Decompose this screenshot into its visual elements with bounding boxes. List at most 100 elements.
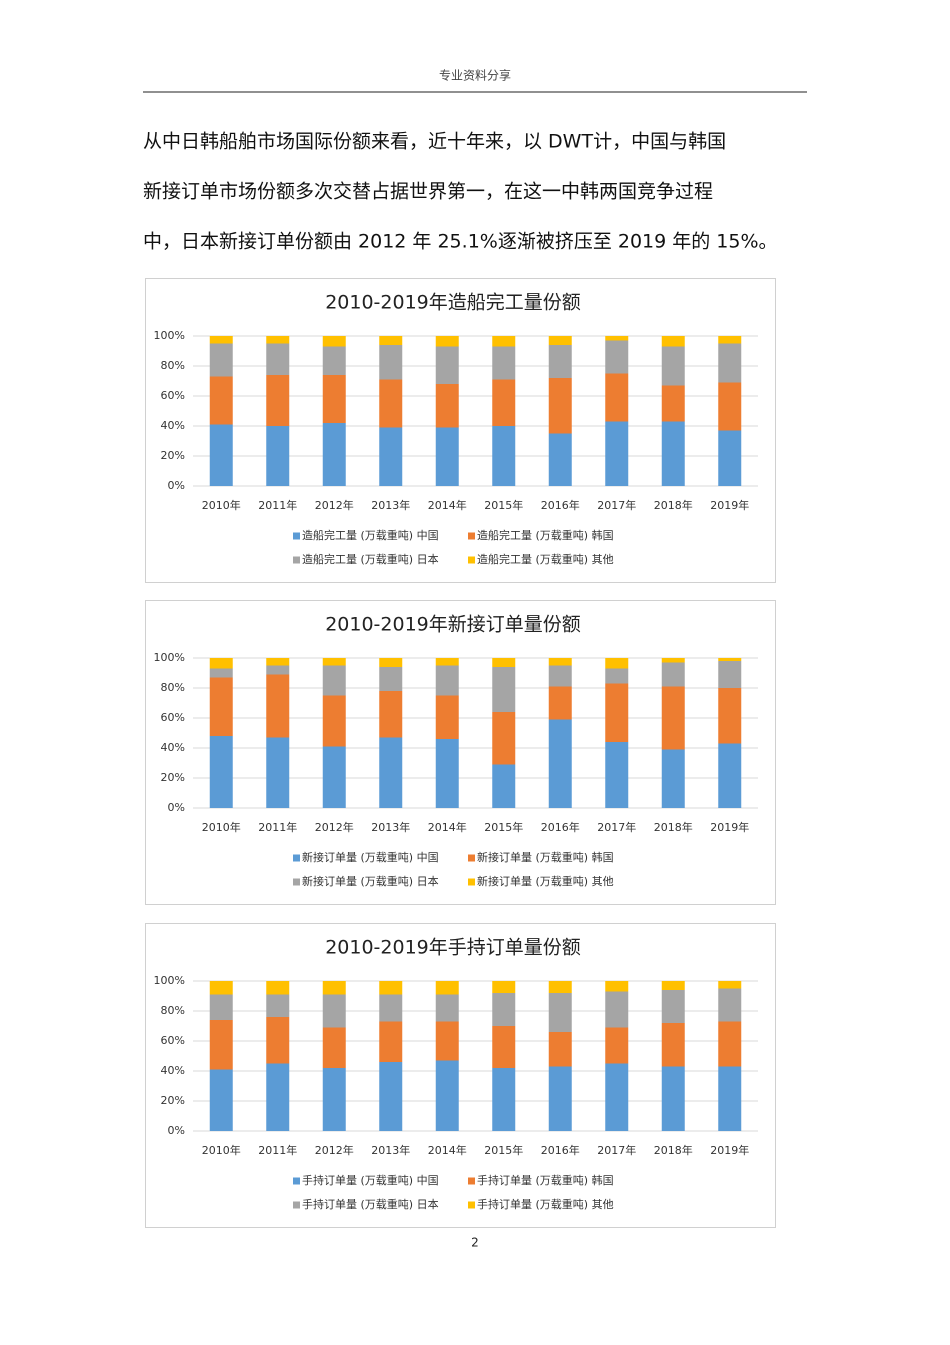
- bar-segment: [548, 993, 572, 1032]
- bar-segment: [209, 376, 233, 425]
- bar-segment: [492, 346, 516, 380]
- bar-segment: [492, 712, 516, 765]
- bar-segment: [322, 981, 346, 995]
- x-tick-label: 2012年: [315, 1143, 354, 1157]
- y-tick-label: 20%: [161, 449, 185, 462]
- bar-segment: [435, 336, 459, 347]
- y-tick-label: 100%: [154, 974, 185, 987]
- bar-segment: [718, 988, 742, 1022]
- y-tick-label: 0%: [168, 1124, 185, 1137]
- bar-segment: [661, 686, 685, 750]
- bar-segment: [209, 343, 233, 377]
- bar-segment: [379, 1062, 403, 1131]
- bar-segment: [548, 1066, 572, 1131]
- bar-segment: [266, 1017, 290, 1064]
- bar-segment: [718, 1021, 742, 1067]
- bar-segment: [209, 736, 233, 808]
- bar-segment: [322, 336, 346, 347]
- x-tick-label: 2012年: [315, 820, 354, 834]
- x-tick-label: 2019年: [710, 498, 749, 512]
- x-tick-label: 2014年: [428, 820, 467, 834]
- legend-label: 手持订单量 (万载重吨) 中国: [302, 1173, 439, 1187]
- bar-segment: [435, 658, 459, 666]
- y-tick-label: 40%: [161, 1064, 185, 1077]
- y-tick-label: 40%: [161, 419, 185, 432]
- bar-segment: [435, 1060, 459, 1131]
- legend-swatch: [468, 532, 475, 540]
- bar-segment: [492, 993, 516, 1026]
- y-tick-label: 0%: [168, 801, 185, 814]
- bar-segment: [548, 345, 572, 378]
- x-tick-label: 2019年: [710, 820, 749, 834]
- bar-segment: [605, 421, 629, 486]
- bar-segment: [435, 346, 459, 384]
- legend-label: 手持订单量 (万载重吨) 日本: [302, 1197, 439, 1211]
- bar-segment: [661, 749, 685, 808]
- bar-segment: [435, 739, 459, 808]
- y-tick-label: 80%: [161, 681, 185, 694]
- bar-segment: [605, 668, 629, 684]
- y-tick-label: 60%: [161, 711, 185, 724]
- bar-segment: [379, 691, 403, 738]
- bar-segment: [661, 385, 685, 422]
- bar-segment: [435, 981, 459, 995]
- x-tick-label: 2013年: [371, 820, 410, 834]
- legend-label: 新接订单量 (万载重吨) 其他: [477, 874, 614, 888]
- bar-segment: [322, 375, 346, 423]
- y-tick-label: 40%: [161, 741, 185, 754]
- x-tick-label: 2018年: [654, 1143, 693, 1157]
- bar-segment: [322, 665, 346, 696]
- bar-segment: [492, 426, 516, 486]
- bar-segment: [548, 658, 572, 666]
- bar-segment: [661, 981, 685, 990]
- x-tick-label: 2017年: [597, 1143, 636, 1157]
- legend-swatch: [293, 854, 300, 862]
- bar-segment: [266, 665, 290, 675]
- legend-swatch: [293, 1201, 300, 1209]
- x-tick-label: 2010年: [202, 820, 241, 834]
- bar-segment: [548, 1032, 572, 1067]
- bar-segment: [548, 981, 572, 993]
- bar-segment: [492, 764, 516, 808]
- bar-segment: [266, 737, 290, 808]
- bar-segment: [322, 994, 346, 1028]
- bar-segment: [718, 981, 742, 989]
- bar-segment: [718, 382, 742, 431]
- bar-segment: [492, 379, 516, 426]
- x-tick-label: 2017年: [597, 498, 636, 512]
- bar-segment: [718, 743, 742, 808]
- x-tick-label: 2018年: [654, 820, 693, 834]
- bar-segment: [209, 1020, 233, 1070]
- legend-swatch: [293, 556, 300, 564]
- bar-segment: [718, 658, 742, 661]
- x-tick-label: 2011年: [258, 820, 297, 834]
- bar-segment: [379, 981, 403, 995]
- y-tick-label: 60%: [161, 1034, 185, 1047]
- bar-segment: [266, 658, 290, 666]
- bar-segment: [266, 336, 290, 344]
- bar-segment: [266, 674, 290, 738]
- bar-segment: [379, 379, 403, 428]
- bar-segment: [661, 658, 685, 663]
- bar-segment: [718, 1066, 742, 1131]
- bar-segment: [379, 658, 403, 667]
- bar-segment: [266, 426, 290, 486]
- x-tick-label: 2010年: [202, 498, 241, 512]
- bar-segment: [379, 345, 403, 380]
- bar-segment: [266, 343, 290, 375]
- y-tick-label: 80%: [161, 359, 185, 372]
- bar-segment: [718, 343, 742, 383]
- bar-segment: [266, 1063, 290, 1131]
- bar-segment: [605, 683, 629, 742]
- bar-segment: [322, 658, 346, 666]
- x-tick-label: 2016年: [541, 820, 580, 834]
- bar-segment: [435, 427, 459, 486]
- bar-segment: [548, 378, 572, 434]
- x-tick-label: 2016年: [541, 498, 580, 512]
- bar-segment: [492, 1068, 516, 1131]
- page-number: 2: [471, 1236, 479, 1250]
- bar-segment: [718, 336, 742, 344]
- x-tick-label: 2015年: [484, 498, 523, 512]
- bar-segment: [209, 336, 233, 344]
